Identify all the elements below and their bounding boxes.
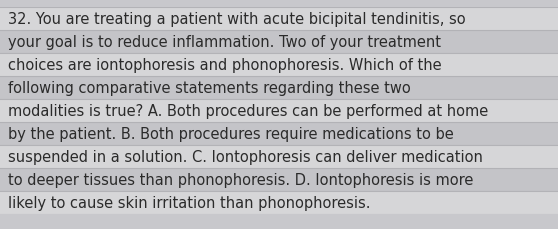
- Bar: [0, 8, 558, 31]
- Text: following comparative statements regarding these two: following comparative statements regardi…: [8, 81, 411, 95]
- Bar: [0, 77, 558, 100]
- Bar: [0, 191, 558, 214]
- Text: your goal is to reduce inflammation. Two of your treatment: your goal is to reduce inflammation. Two…: [8, 35, 441, 50]
- Text: to deeper tissues than phonophoresis. D. Iontophoresis is more: to deeper tissues than phonophoresis. D.…: [8, 172, 473, 187]
- Bar: [0, 31, 558, 54]
- Bar: [0, 123, 558, 145]
- Text: suspended in a solution. C. Iontophoresis can deliver medication: suspended in a solution. C. Iontophoresi…: [8, 149, 483, 164]
- Text: modalities is true? A. Both procedures can be performed at home: modalities is true? A. Both procedures c…: [8, 104, 488, 118]
- Bar: [0, 54, 558, 77]
- Bar: [0, 0, 558, 8]
- Bar: [0, 214, 558, 229]
- Text: by the patient. B. Both procedures require medications to be: by the patient. B. Both procedures requi…: [8, 126, 454, 141]
- Bar: [0, 100, 558, 123]
- Text: choices are iontophoresis and phonophoresis. Which of the: choices are iontophoresis and phonophore…: [8, 58, 441, 73]
- Bar: [0, 168, 558, 191]
- Text: likely to cause skin irritation than phonophoresis.: likely to cause skin irritation than pho…: [8, 195, 371, 210]
- Bar: [0, 145, 558, 168]
- Text: 32. You are treating a patient with acute bicipital tendinitis, so: 32. You are treating a patient with acut…: [8, 12, 465, 27]
